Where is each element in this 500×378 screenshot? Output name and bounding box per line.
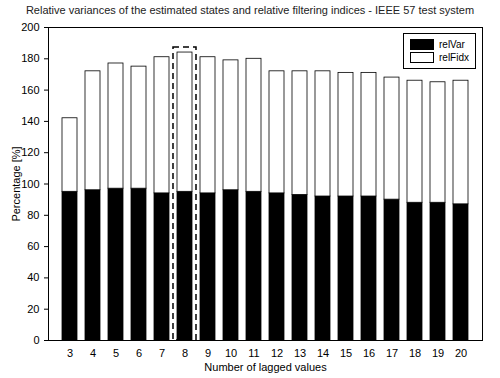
svg-text:0: 0 — [33, 334, 39, 346]
svg-text:5: 5 — [113, 347, 119, 359]
svg-text:20: 20 — [455, 347, 467, 359]
svg-text:60: 60 — [27, 240, 39, 252]
svg-text:8: 8 — [182, 347, 188, 359]
svg-text:180: 180 — [21, 52, 39, 64]
svg-text:100: 100 — [21, 178, 39, 190]
svg-text:200: 200 — [21, 21, 39, 33]
html-text:relVar: relVar — [439, 39, 465, 50]
svg-text:14: 14 — [317, 347, 329, 359]
svg-text:40: 40 — [27, 271, 39, 283]
svg-text:9: 9 — [205, 347, 211, 359]
svg-text:160: 160 — [21, 84, 39, 96]
svg-text:12: 12 — [271, 347, 283, 359]
html-text:relFidx: relFidx — [439, 52, 469, 63]
svg-text:19: 19 — [432, 347, 444, 359]
svg-text:80: 80 — [27, 209, 39, 221]
html-text:Relative variances of the esti: Relative variances of the estimated stat… — [25, 4, 475, 16]
svg-text:16: 16 — [363, 347, 375, 359]
svg-text:11: 11 — [248, 347, 259, 359]
svg-text:Number of lagged values: Number of lagged values — [204, 361, 327, 373]
svg-text:6: 6 — [136, 347, 142, 359]
svg-text:120: 120 — [21, 146, 39, 158]
svg-text:140: 140 — [21, 115, 39, 127]
svg-text:Percentage [%]: Percentage [%] — [10, 146, 22, 221]
svg-text:3: 3 — [67, 347, 73, 359]
svg-text:13: 13 — [294, 347, 306, 359]
svg-text:18: 18 — [409, 347, 421, 359]
svg-text:10: 10 — [225, 347, 237, 359]
svg-text:15: 15 — [340, 347, 352, 359]
svg-text:20: 20 — [27, 303, 39, 315]
svg-text:4: 4 — [90, 347, 96, 359]
svg-text:7: 7 — [159, 347, 165, 359]
svg-text:17: 17 — [386, 347, 398, 359]
